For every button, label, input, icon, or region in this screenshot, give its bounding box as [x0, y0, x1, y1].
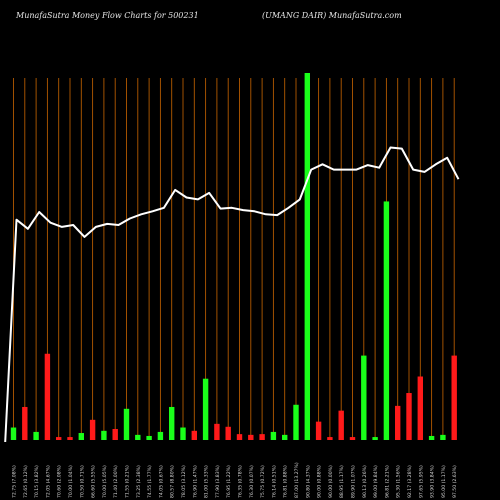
volume-bar	[89, 419, 96, 440]
x-tick-label: 76.90 (1.47%)	[192, 465, 198, 498]
x-tick-label: 81.00 (5.33%)	[204, 465, 210, 498]
volume-bar	[22, 406, 28, 440]
volume-bar	[383, 201, 390, 440]
volume-bar	[44, 353, 51, 440]
volume-bar	[428, 435, 435, 440]
x-tick-label: 90.80 (4.37%)	[305, 465, 311, 498]
x-tick-label: 72.65 (0.12%)	[23, 465, 29, 498]
x-tick-label: 80.57 (8.80%)	[170, 465, 176, 498]
x-tick-label: 76.81 (0.88%)	[283, 465, 289, 498]
x-tick-label: 72.05 (4.67%)	[45, 465, 51, 498]
volume-bar	[440, 434, 446, 440]
x-axis-labels: 72.75 (7.08%) 72.65 (0.12%) 70.15 (3.82%) 7…	[12, 462, 459, 498]
volume-bar	[157, 431, 164, 440]
volume-bar	[146, 435, 152, 440]
x-tick-label: 92.17 (3.28%)	[407, 465, 413, 498]
volume-bar	[236, 434, 243, 440]
volume-bar	[112, 428, 118, 440]
x-tick-label: 71.55 (0.21%)	[125, 465, 131, 498]
x-tick-label: 70.00 (5.05%)	[102, 465, 108, 498]
volume-bar	[169, 406, 175, 440]
volume-bar	[202, 378, 209, 440]
volume-bar	[349, 437, 356, 440]
x-tick-label: 70.50 (0.71%)	[79, 465, 85, 498]
x-tick-label: 73.25 (2.38%)	[136, 465, 142, 498]
x-tick-label: 96.81 (2.21%)	[384, 465, 390, 498]
volume-bar	[67, 437, 73, 440]
volume-bar	[78, 433, 84, 440]
x-tick-label: 99.00 (9.84%)	[373, 465, 379, 498]
x-tick-label: 90.00 (0.00%)	[328, 465, 334, 498]
volume-bar	[304, 73, 310, 440]
volume-bar	[191, 430, 197, 440]
x-tick-label: 76.14 (0.51%)	[271, 465, 277, 498]
volume-bar	[406, 393, 412, 440]
volume-bar	[451, 355, 457, 440]
x-tick-label: 95.00 (1.17%)	[441, 465, 447, 498]
x-tick-label: 97.65 (5.95%)	[418, 465, 424, 498]
volume-bar	[327, 437, 333, 440]
volume-bar	[395, 405, 401, 440]
x-tick-label: 77.90 (3.83%)	[215, 465, 221, 498]
x-tick-label: 70.15 (3.82%)	[34, 465, 40, 498]
volume-bar	[372, 437, 378, 440]
volume-bar	[270, 431, 277, 440]
x-tick-label: 88.95 (1.17%)	[339, 465, 345, 498]
volume-bar	[10, 427, 17, 440]
x-tick-label: 78.05 (3.12%)	[181, 465, 187, 498]
x-tick-label: 74.05 (0.67%)	[158, 465, 164, 498]
volume-bars	[10, 73, 457, 440]
volume-bar	[101, 430, 107, 440]
x-tick-label: 90.13 (0.26%)	[362, 465, 368, 498]
volume-bar	[282, 434, 288, 440]
x-tick-label: 76.35 (0.78%)	[238, 465, 244, 498]
volume-bar	[248, 434, 254, 440]
volume-bar	[361, 355, 367, 440]
x-tick-label: 93.90 (3.84%)	[430, 465, 436, 498]
volume-bar	[259, 434, 265, 440]
x-tick-label: 66.60 (5.55%)	[91, 465, 97, 498]
volume-bar	[417, 376, 423, 440]
x-tick-label: 71.40 (2.00%)	[113, 465, 119, 498]
volume-bar	[214, 423, 220, 440]
volume-bar	[135, 434, 141, 440]
x-tick-label: 74.55 (1.77%)	[147, 465, 153, 498]
volume-bar	[180, 427, 186, 440]
x-tick-label: 89.90 (1.07%)	[351, 465, 357, 498]
site-credit: (UMANG DAIR) MunafaSutra.com	[262, 11, 402, 20]
x-tick-label: 87.00 (13.27%)	[294, 462, 300, 498]
x-tick-label: 72.75 (7.08%)	[12, 465, 18, 498]
volume-bar	[123, 408, 130, 440]
volume-bar	[225, 426, 231, 440]
x-tick-label: 97.50 (2.63%)	[452, 465, 458, 498]
volume-bar	[293, 404, 299, 440]
volume-bar	[56, 437, 62, 440]
x-tick-label: 76.95 (1.22%)	[226, 465, 232, 498]
x-tick-label: 90.00 (0.88%)	[317, 465, 323, 498]
x-tick-label: 70.60 (2.08%)	[57, 465, 63, 498]
x-tick-label: 76.30 (0.07%)	[249, 465, 255, 498]
volume-bar	[315, 421, 322, 440]
x-tick-label: 95.30 (1.56%)	[396, 465, 402, 498]
money-flow-line	[4, 146, 460, 443]
gridlines	[13, 78, 455, 440]
x-tick-label: 75.75 (0.72%)	[260, 465, 266, 498]
volume-bar	[33, 431, 39, 440]
volume-bar	[338, 410, 344, 440]
x-tick-label: 70.00 (1.04%)	[68, 465, 74, 498]
chart-title: MunafaSutra Money Flow Charts for 500231	[16, 11, 199, 20]
